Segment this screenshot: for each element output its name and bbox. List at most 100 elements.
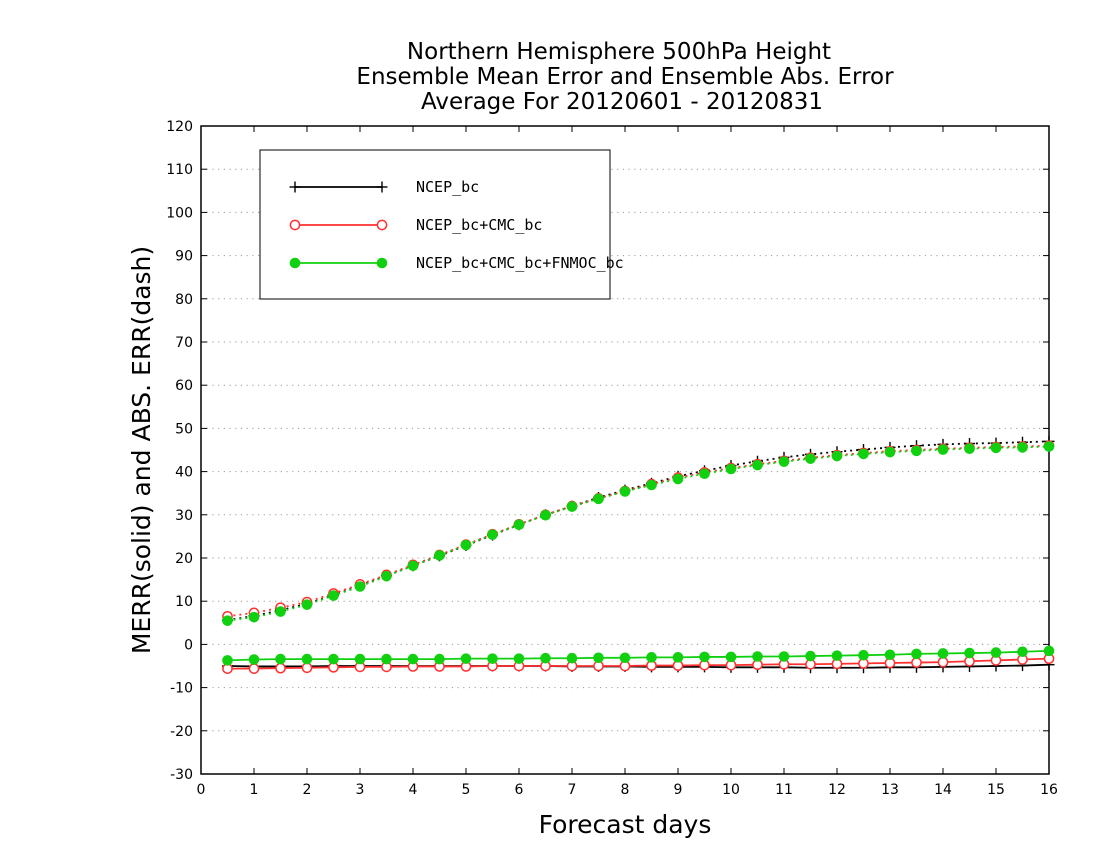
mean-error-point	[699, 651, 710, 663]
mean-error-point	[248, 654, 260, 665]
abs-error-point	[275, 606, 286, 617]
mean-error-point	[593, 652, 604, 664]
x-tick-label: 1	[250, 782, 259, 798]
mean-error-point	[248, 663, 260, 674]
y-tick-label: 120	[166, 119, 193, 135]
mean-error-point	[672, 652, 684, 663]
series-NCEP_bc+CMC_bc+FNMOC_bc	[222, 441, 1055, 666]
mean-error-point	[725, 651, 737, 663]
abs-error-point	[725, 463, 737, 475]
abs-error-point	[884, 446, 896, 458]
mean-error-point	[911, 648, 922, 660]
mean-error-point	[513, 653, 525, 664]
legend-marker-start	[289, 257, 301, 269]
legend-item: NCEP_bc+CMC_bc+FNMOC_bc	[289, 254, 624, 272]
abs-error-point	[1017, 442, 1028, 453]
mean-error-point	[275, 662, 286, 674]
abs-error-point	[699, 468, 710, 480]
chart-title: Northern Hemisphere 500hPa Height Ensemb…	[356, 39, 894, 115]
x-tick-label: 15	[987, 782, 1005, 798]
mean-error-point	[407, 653, 419, 665]
abs-error-point	[487, 529, 498, 540]
legend-label: NCEP_bc+CMC_bc	[416, 216, 542, 234]
legend-label: NCEP_bc+CMC_bc+FNMOC_bc	[416, 254, 624, 272]
abs-error-point	[434, 550, 445, 561]
mean-error-point	[275, 653, 286, 665]
mean-error-point	[646, 652, 657, 663]
y-tick-label: 80	[175, 292, 193, 308]
abs-error-point	[805, 453, 816, 464]
chart-title-line-3: Average For 20120601 - 20120831	[421, 89, 823, 115]
abs-error-point	[222, 615, 233, 626]
x-tick-label: 6	[515, 782, 524, 798]
y-tick-label: 100	[166, 205, 193, 221]
abs-error-line	[227, 440, 1050, 622]
legend-item: NCEP_bc+CMC_bc	[289, 216, 542, 234]
abs-error-point	[619, 486, 631, 497]
legend-marker-end	[376, 181, 388, 193]
x-tick-label: 10	[722, 782, 740, 798]
legend-marker-start	[289, 181, 301, 193]
abs-error-point	[646, 479, 657, 491]
abs-error-point	[460, 539, 472, 551]
abs-error-point	[513, 519, 525, 531]
abs-error-point	[301, 599, 313, 610]
y-tick-label: 70	[175, 335, 193, 351]
x-axis-title: Forecast days	[539, 810, 712, 839]
x-tick-label: 12	[828, 782, 846, 798]
x-tick-label: 4	[409, 782, 418, 798]
mean-error-point	[1043, 645, 1055, 657]
y-tick-label: -20	[170, 724, 193, 740]
mean-error-point	[487, 653, 498, 664]
mean-error-point	[831, 650, 843, 661]
chart-title-line-2: Ensemble Mean Error and Ensemble Abs. Er…	[356, 64, 894, 90]
mean-error-point	[884, 649, 896, 661]
series-NCEP_bc+CMC_bc	[222, 440, 1055, 674]
mean-error-point	[619, 652, 631, 664]
abs-error-point	[937, 444, 949, 455]
mean-error-point	[778, 651, 790, 662]
abs-error-point	[964, 443, 975, 455]
abs-error-point	[566, 501, 578, 512]
x-tick-label: 16	[1040, 782, 1058, 798]
x-tick-label: 14	[934, 782, 952, 798]
mean-error-point	[911, 657, 922, 668]
abs-error-point	[248, 611, 260, 623]
x-tick-label: 7	[568, 782, 577, 798]
x-tick-label: 2	[303, 782, 312, 798]
y-tick-label: 110	[166, 162, 193, 178]
y-tick-label: 0	[184, 637, 193, 653]
y-tick-label: 10	[175, 594, 193, 610]
y-tick-label: -10	[170, 681, 193, 697]
legend: NCEP_bc NCEP_bc+CMC_bc NCEP_bc+CMC_bc+FNMO…	[259, 149, 624, 300]
legend-entries: NCEP_bc NCEP_bc+CMC_bc NCEP_bc+CMC_bc+FNMO…	[289, 178, 624, 272]
x-tick-label: 13	[881, 782, 899, 798]
mean-error-point	[964, 647, 975, 659]
mean-error-point	[354, 653, 366, 665]
mean-error-line	[227, 649, 1050, 662]
y-tick-label: 50	[175, 421, 193, 437]
mean-error-point	[858, 649, 869, 661]
chart-title-line-1: Northern Hemisphere 500hPa Height	[407, 39, 831, 65]
mean-error-point	[381, 653, 392, 665]
y-tick-label: 60	[175, 378, 193, 394]
mean-error-point	[328, 653, 339, 665]
abs-error-point	[778, 456, 790, 467]
abs-error-point	[752, 459, 763, 471]
y-tick-label: 40	[175, 465, 193, 481]
series-layer	[222, 435, 1055, 674]
y-axis-title: MERR(solid) and ABS. ERR(dash)	[127, 246, 156, 654]
x-tick-label: 11	[775, 782, 793, 798]
mean-error-point	[937, 656, 949, 668]
legend-marker-end	[376, 219, 388, 231]
y-tick-label: 90	[175, 249, 193, 265]
abs-error-line	[227, 445, 1050, 622]
abs-error-point	[672, 473, 684, 485]
mean-error-point	[805, 650, 816, 662]
abs-error-point	[354, 581, 366, 592]
x-tick-label: 3	[356, 782, 365, 798]
y-tick-label: 30	[175, 508, 193, 524]
abs-error-point	[593, 493, 604, 505]
